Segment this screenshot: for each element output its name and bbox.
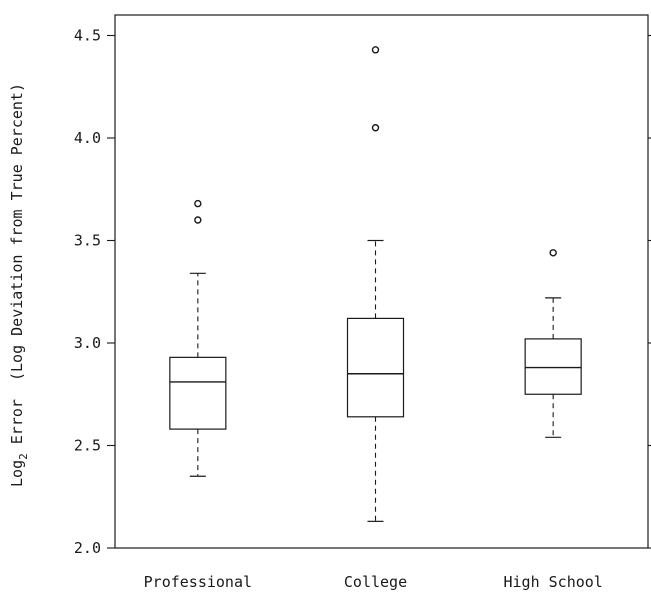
- y-tick-label: 4.5: [74, 27, 101, 45]
- boxes-group: [169, 46, 582, 522]
- y-axis-title-main: Log: [8, 460, 26, 487]
- y-tick-label: 3.5: [74, 232, 101, 250]
- box-group: [169, 199, 227, 477]
- iqr-box: [524, 338, 582, 395]
- plot-frame: [114, 14, 649, 549]
- outlier-point: [194, 199, 202, 208]
- y-tick-label: 3.0: [74, 334, 101, 352]
- y-axis-title-rest: Error (Log Deviation from True Percent): [8, 83, 26, 453]
- y-axis-title: Log2 Error (Log Deviation from True Perc…: [8, 83, 30, 487]
- y-tick-label: 2.0: [74, 539, 101, 557]
- box-group: [346, 46, 405, 522]
- y-tick-label: 2.5: [74, 437, 101, 455]
- box-group: [524, 249, 582, 438]
- outlier-point: [371, 46, 380, 54]
- x-category-label: Professional: [144, 573, 252, 591]
- y-axis: 2.0 2.5 3.0 3.5 4.0 4.5: [74, 27, 651, 557]
- x-category-label: High School: [503, 573, 602, 591]
- y-tick-label: 4.0: [74, 129, 101, 147]
- outlier-point: [549, 249, 557, 257]
- x-axis: Professional College High School: [144, 573, 603, 591]
- outlier-point: [194, 216, 202, 224]
- y-axis-title-subscript: 2: [17, 453, 30, 460]
- x-category-label: College: [344, 573, 407, 591]
- iqr-box: [169, 356, 227, 430]
- iqr-box: [346, 317, 405, 418]
- outlier-point: [371, 124, 380, 132]
